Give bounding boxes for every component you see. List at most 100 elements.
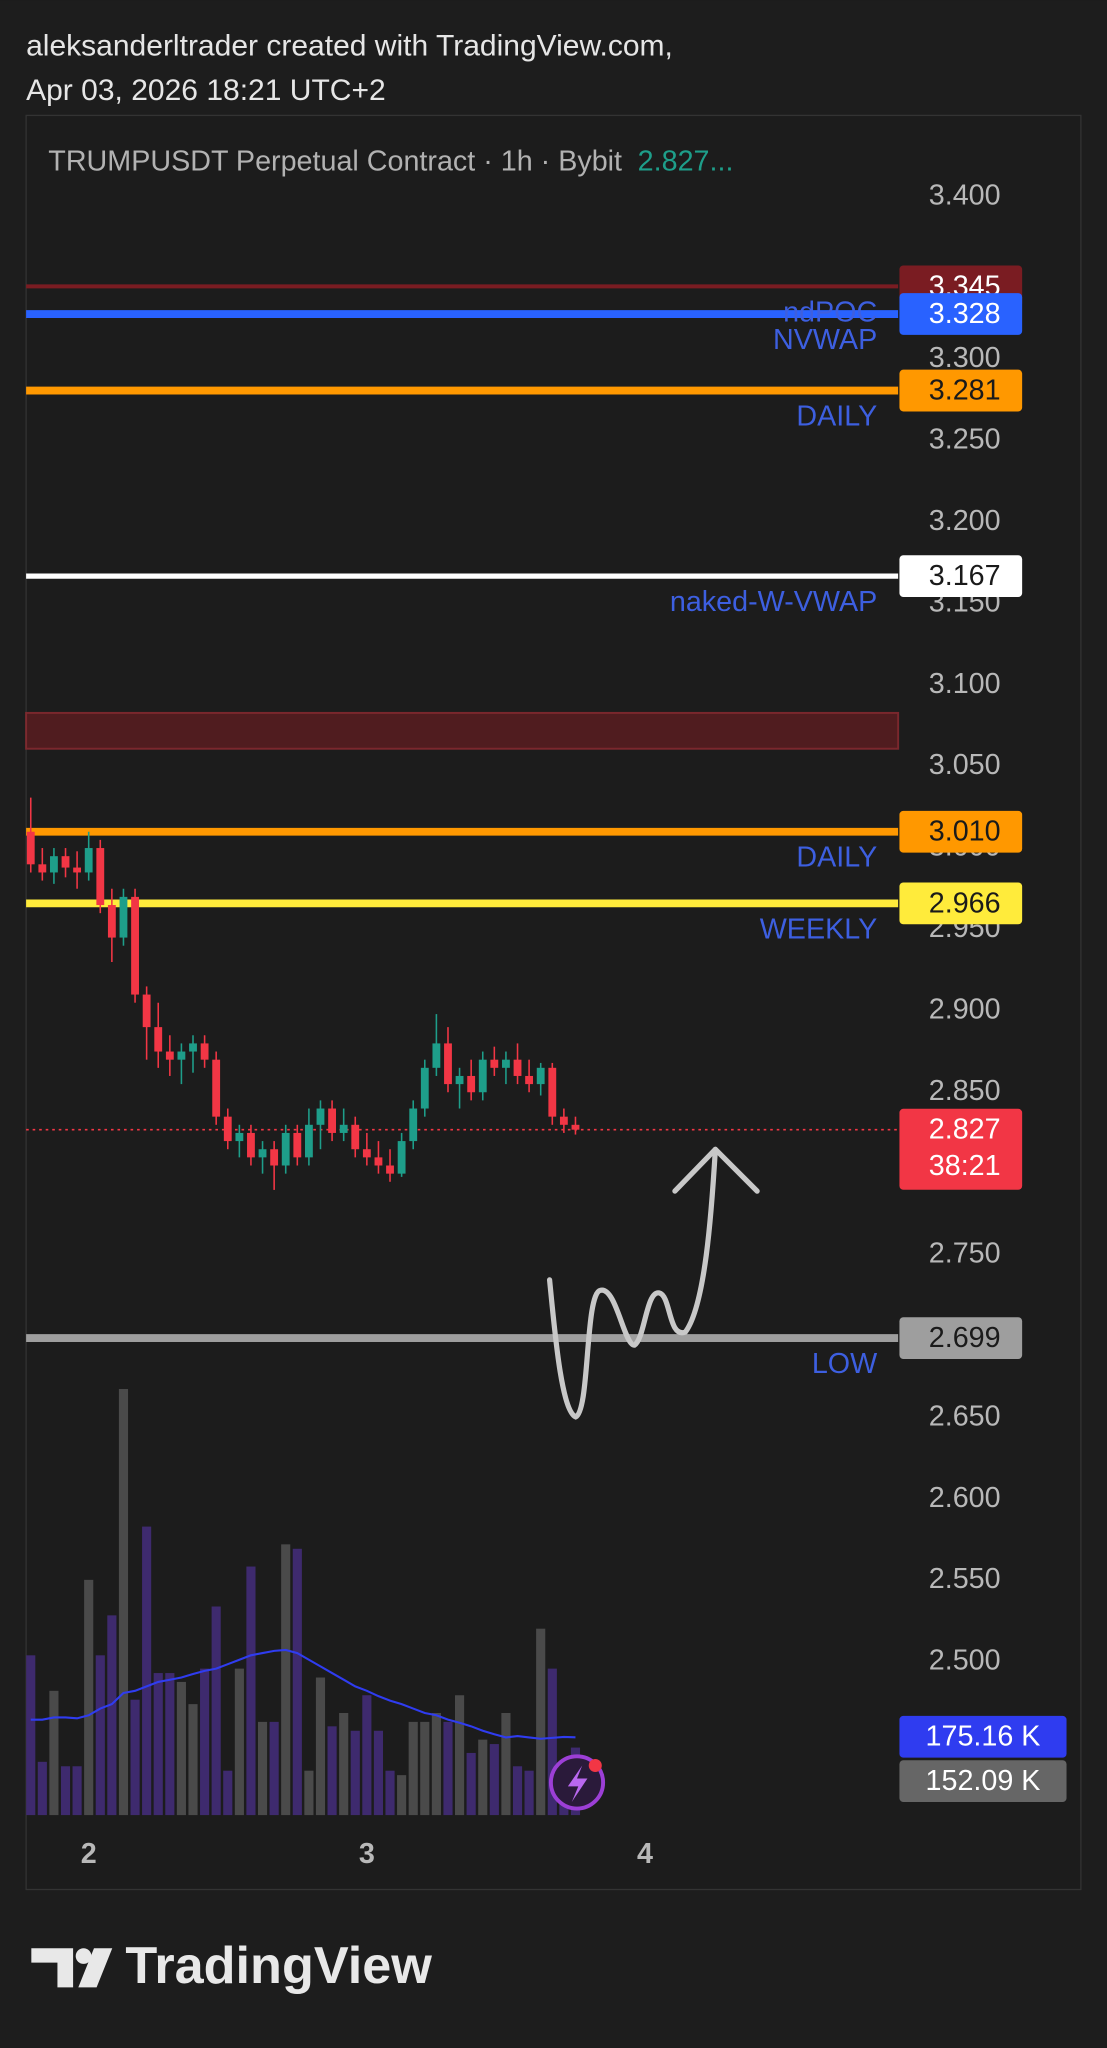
level-name: WEEKLY bbox=[760, 913, 878, 945]
level-box bbox=[899, 882, 1023, 925]
level-box-label: 2.966 bbox=[929, 887, 1001, 919]
icon-bolt bbox=[567, 1765, 588, 1803]
header-line: aleksanderltrader created with TradingVi… bbox=[26, 29, 673, 62]
footer-logo: TradingView bbox=[31, 1937, 432, 1995]
candle-body bbox=[455, 1075, 464, 1085]
candle-body bbox=[26, 831, 35, 865]
brand: TradingView bbox=[125, 1937, 432, 1995]
level-name: ndPOC bbox=[783, 297, 877, 329]
candle-body bbox=[432, 1043, 441, 1068]
volume-bar bbox=[223, 1770, 233, 1816]
candle-body bbox=[38, 864, 47, 873]
alert-icon[interactable] bbox=[548, 1754, 606, 1811]
volume-ma-badge bbox=[899, 1715, 1067, 1758]
volume-bar bbox=[269, 1721, 279, 1816]
header-line: Apr 03, 2026 18:21 UTC+2 bbox=[26, 74, 386, 107]
candle-body bbox=[362, 1149, 371, 1158]
level-box bbox=[899, 555, 1023, 598]
candle-body bbox=[420, 1067, 429, 1109]
volume-bar bbox=[489, 1744, 499, 1816]
y-tick-label: 3.300 bbox=[929, 342, 1001, 374]
logo-shape bbox=[78, 1948, 113, 1988]
volume-bar bbox=[234, 1668, 244, 1816]
volume-bar bbox=[153, 1673, 163, 1816]
volume-bar bbox=[454, 1695, 465, 1816]
level-name: DAILY bbox=[796, 842, 877, 874]
y-tick-label: 2.750 bbox=[929, 1238, 1001, 1270]
volume-bar bbox=[26, 1655, 36, 1816]
candle-body bbox=[571, 1124, 580, 1130]
last-price-text: 2.827... bbox=[638, 145, 734, 177]
candle-body bbox=[304, 1124, 313, 1158]
volume-bar bbox=[49, 1690, 59, 1816]
candle-body bbox=[478, 1059, 487, 1093]
volume-bar bbox=[512, 1766, 523, 1816]
volume-bar bbox=[95, 1655, 105, 1816]
y-tick-label: 2.550 bbox=[929, 1563, 1001, 1595]
level-name: NVWAP bbox=[773, 324, 877, 356]
candle-body bbox=[281, 1132, 290, 1166]
volume-bar bbox=[524, 1770, 534, 1816]
volume-bar bbox=[420, 1721, 430, 1816]
level-box-label: 3.010 bbox=[929, 816, 1001, 848]
volume-bar bbox=[478, 1739, 488, 1816]
volume-bar bbox=[536, 1628, 546, 1816]
volume-bar bbox=[373, 1730, 384, 1816]
volume-bar bbox=[72, 1766, 82, 1816]
candle-body bbox=[258, 1149, 267, 1158]
candle-body bbox=[339, 1124, 348, 1133]
x-tick-label: 4 bbox=[637, 1838, 653, 1870]
candle-body bbox=[50, 856, 58, 873]
candle-body bbox=[559, 1116, 568, 1125]
level-box-label: 3.167 bbox=[929, 560, 1001, 592]
volume-bar bbox=[315, 1677, 326, 1816]
candle-body bbox=[73, 867, 82, 873]
volume-bar bbox=[350, 1730, 360, 1816]
volume-bar bbox=[397, 1775, 407, 1816]
level-box bbox=[899, 810, 1023, 853]
volume-bar bbox=[339, 1713, 349, 1816]
candle-body bbox=[96, 848, 105, 906]
volume-bar bbox=[466, 1752, 476, 1816]
candle-body bbox=[247, 1132, 255, 1158]
level-name: naked-W-VWAP bbox=[670, 586, 877, 618]
y-tick-label: 3.100 bbox=[929, 668, 1001, 700]
title-text: TRUMPUSDT Perpetual Contract · 1h · Bybi… bbox=[48, 145, 622, 177]
level-box-label: 2.699 bbox=[929, 1322, 1001, 1354]
volume-bar bbox=[84, 1579, 94, 1816]
zone bbox=[25, 711, 900, 750]
volume-bar bbox=[200, 1668, 210, 1816]
volume-bar bbox=[304, 1770, 314, 1816]
y-tick-label: 3.400 bbox=[929, 179, 1001, 211]
volume-bar bbox=[211, 1606, 221, 1816]
volume-bar bbox=[547, 1668, 557, 1816]
candle-body bbox=[142, 994, 151, 1028]
candle-body bbox=[154, 1027, 163, 1052]
volume-bar bbox=[118, 1388, 129, 1816]
candle-body bbox=[316, 1108, 325, 1125]
y-tick-label: 3.200 bbox=[929, 505, 1001, 537]
price-box-label: 2.827 bbox=[929, 1114, 1001, 1146]
volume-bar bbox=[443, 1721, 453, 1816]
volume-bar bbox=[431, 1713, 441, 1816]
y-tick-label: 2.900 bbox=[929, 993, 1001, 1025]
volume-bar bbox=[246, 1566, 256, 1816]
candle-body bbox=[189, 1043, 197, 1052]
volume-bar bbox=[107, 1615, 117, 1816]
volume-bar bbox=[281, 1544, 291, 1816]
volume-bar bbox=[37, 1761, 47, 1816]
level-name: LOW bbox=[812, 1348, 877, 1380]
level-box bbox=[899, 293, 1023, 335]
candle-body bbox=[351, 1124, 360, 1150]
level-name: DAILY bbox=[796, 401, 877, 433]
x-tick-label: 3 bbox=[359, 1838, 375, 1870]
level-box-label: 3.328 bbox=[929, 298, 1001, 330]
candle-body bbox=[444, 1043, 452, 1085]
candle-body bbox=[397, 1141, 406, 1174]
candle-body bbox=[490, 1059, 499, 1068]
candle-body bbox=[513, 1059, 522, 1076]
logo-shape bbox=[75, 1948, 92, 1964]
level-box-label: 3.281 bbox=[929, 374, 1001, 406]
volume-bar bbox=[408, 1721, 418, 1816]
